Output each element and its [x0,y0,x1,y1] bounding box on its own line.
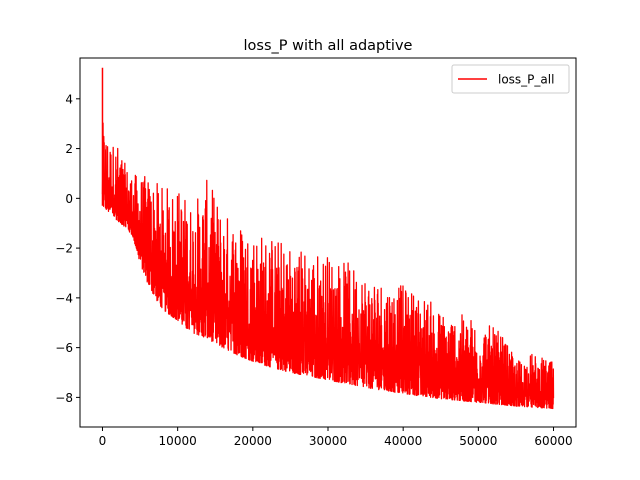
chart-title: loss_P with all adaptive [244,38,413,54]
y-tick-label: 2 [65,142,73,156]
legend-label: loss_P_all [498,73,554,87]
x-tick-label: 40000 [384,434,422,448]
y-tick-label: 0 [65,192,73,206]
legend: loss_P_all [451,64,570,94]
y-tick-label: −6 [55,341,73,355]
x-tick-label: 20000 [234,434,272,448]
y-tick-label: −8 [55,391,73,405]
axes-frame [79,57,577,428]
x-axis: 0 10000 20000 30000 40000 50000 60000 [99,427,573,448]
x-tick-label: 0 [99,434,107,448]
plot-area [101,67,555,410]
y-tick-label: −4 [55,291,73,305]
x-tick-label: 30000 [309,434,347,448]
series-line-loss-p-all [101,122,555,410]
y-tick-label: −2 [55,242,73,256]
legend-box [451,64,570,94]
x-tick-label: 50000 [459,434,497,448]
y-axis: 4 2 0 −2 −4 −6 −8 [55,92,80,405]
x-tick-label: 10000 [159,434,197,448]
x-tick-label: 60000 [534,434,572,448]
y-tick-label: 4 [65,92,73,106]
